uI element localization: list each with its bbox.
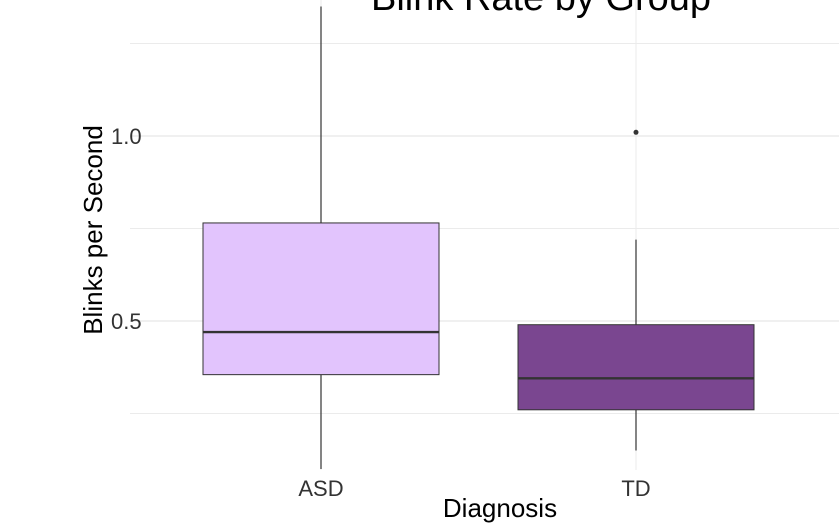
box-td <box>517 129 755 451</box>
box-rect <box>517 324 755 411</box>
x-tick-labels: ASD TD <box>298 476 650 501</box>
outlier-point <box>633 129 639 135</box>
y-tick-label: 1.0 <box>111 124 142 149</box>
y-tick-label: 0.5 <box>111 309 142 334</box>
x-tick-label: ASD <box>298 476 343 501</box>
box-rect <box>202 222 440 376</box>
box-asd <box>202 6 440 469</box>
x-tick-label: TD <box>621 476 650 501</box>
y-tick-labels: 0.5 1.0 <box>111 124 142 334</box>
x-axis-title: Diagnosis <box>443 493 557 523</box>
chart-title: Blink Rate by Group <box>371 0 711 19</box>
box-series <box>202 6 755 469</box>
y-axis-title: Blinks per Second <box>78 125 108 335</box>
